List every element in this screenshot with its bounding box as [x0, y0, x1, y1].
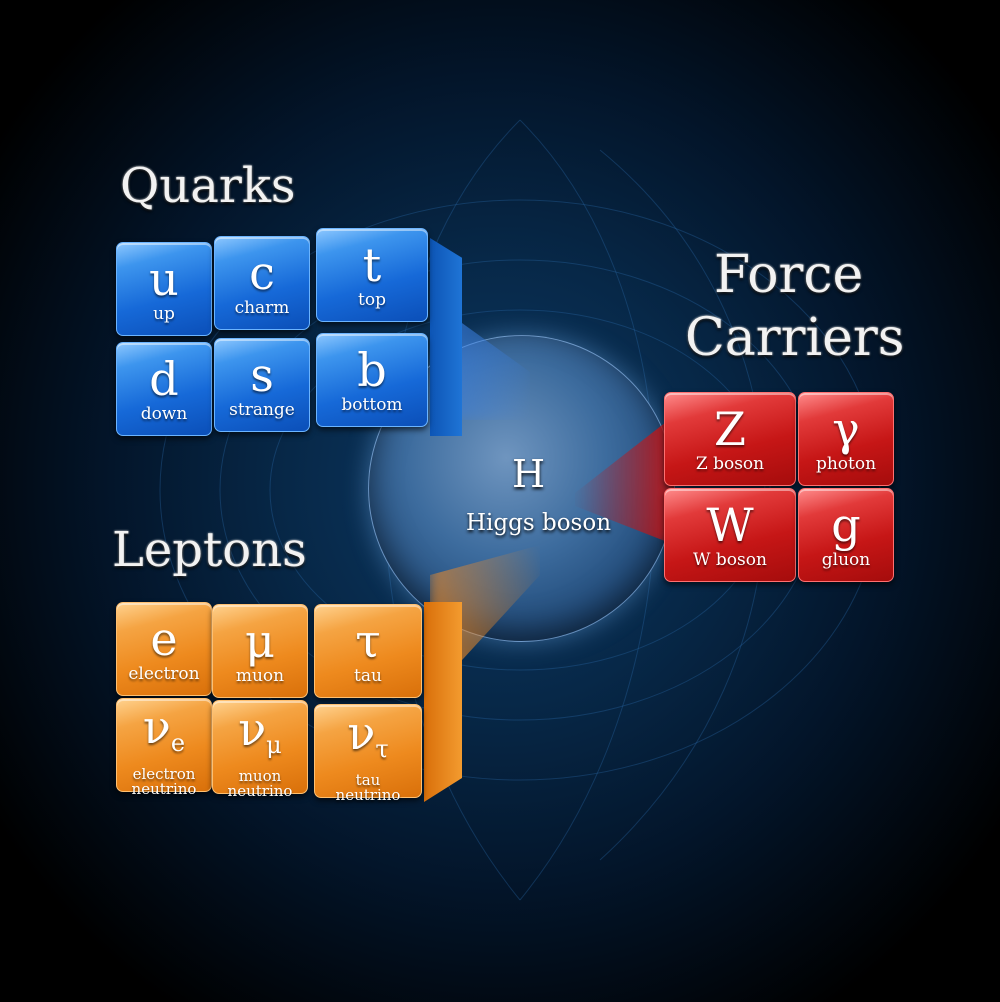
lepton-muon-cube: μ muon — [212, 604, 308, 698]
leptons-title: Leptons — [112, 522, 307, 578]
quark-down-cube: d down — [116, 342, 212, 436]
force-name: photon — [815, 454, 877, 474]
quark-symbol: s — [250, 348, 274, 402]
lepton-name-line1: tau — [355, 771, 381, 789]
force-photon-cube: γ photon — [798, 392, 894, 486]
quark-name: charm — [234, 298, 290, 318]
force-z-boson-cube: Z Z boson — [664, 392, 796, 486]
quark-symbol: u — [149, 252, 179, 306]
quark-name: strange — [229, 400, 295, 420]
lepton-symbol: μ — [245, 614, 275, 668]
lepton-electron-cube: e electron — [116, 602, 212, 696]
force-symbol: γ — [832, 402, 860, 456]
quark-symbol: d — [149, 352, 179, 406]
lepton-name-line2: neutrino — [227, 782, 293, 800]
lepton-name-line1: muon — [238, 767, 282, 785]
higgs-name: Higgs boson — [466, 510, 612, 536]
lepton-tau-neutrino-cube: ντ tau neutrino — [314, 704, 422, 803]
quark-strange-cube: s strange — [214, 338, 310, 432]
lepton-symbol: τ — [355, 614, 381, 668]
lepton-symbol: ντ — [347, 706, 389, 763]
force-symbol: Z — [714, 402, 746, 456]
quark-up-cube: u up — [116, 242, 212, 336]
quark-top-cube: t top — [316, 228, 428, 322]
lepton-name: electron — [128, 664, 200, 684]
force-carriers-title-line2: Carriers — [685, 308, 905, 368]
lepton-symbol: e — [150, 612, 178, 666]
quark-name: down — [140, 404, 188, 424]
lepton-muon-neutrino-cube: νμ muon neutrino — [212, 700, 308, 799]
force-name: W boson — [693, 550, 767, 570]
quark-bottom-cube: b bottom — [316, 333, 428, 427]
quarks-block-side — [430, 238, 462, 436]
quark-charm-cube: c charm — [214, 236, 310, 330]
lepton-name-line2: neutrino — [335, 786, 401, 804]
lepton-name-line2: neutrino — [131, 780, 197, 798]
quark-name: top — [358, 290, 386, 310]
force-symbol: g — [831, 498, 861, 552]
lepton-name-line1: electron — [132, 765, 196, 783]
force-gluon-cube: g gluon — [798, 488, 894, 582]
quark-name: up — [153, 304, 175, 324]
force-name: gluon — [821, 550, 871, 570]
quark-symbol: b — [357, 343, 387, 397]
lepton-name: muon — [235, 666, 285, 686]
leptons-block-side — [424, 602, 462, 802]
lepton-name: tau — [354, 666, 382, 686]
quarks-title: Quarks — [120, 158, 296, 214]
higgs-symbol: H — [512, 452, 546, 496]
quark-name: bottom — [341, 395, 403, 415]
lepton-tau-cube: τ tau — [314, 604, 422, 698]
force-carriers-title-line1: Force — [714, 245, 864, 305]
quark-symbol: t — [362, 238, 382, 292]
lepton-symbol: νμ — [238, 702, 282, 759]
lepton-electron-neutrino-cube: νe electron neutrino — [116, 698, 212, 797]
quark-symbol: c — [249, 246, 275, 300]
force-w-boson-cube: W W boson — [664, 488, 796, 582]
lepton-symbol: νe — [142, 700, 186, 757]
force-symbol: W — [706, 498, 754, 552]
force-name: Z boson — [695, 454, 765, 474]
